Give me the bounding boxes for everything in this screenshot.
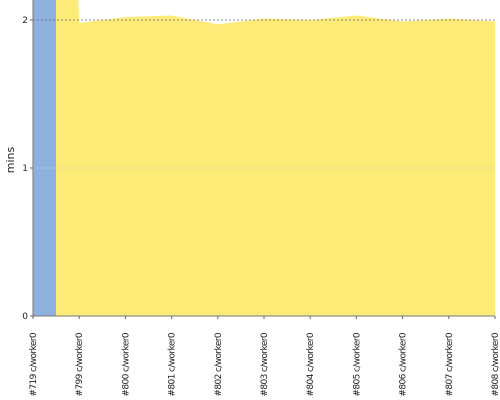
y-tick-label: 1 [22, 164, 28, 174]
area [56, 0, 495, 316]
y-tick-label: 2 [22, 16, 28, 26]
x-tick-label: #801 c/worker0 [168, 332, 178, 396]
area [33, 0, 57, 316]
x-tick-label: #804 c/worker0 [306, 332, 316, 396]
x-tick-label: #807 c/worker0 [445, 332, 455, 396]
x-tick-label: #805 c/worker0 [352, 332, 362, 396]
y-axis-label: mins [4, 146, 17, 173]
x-tick-label: #719 c/worker0 [29, 332, 39, 396]
x-tick-label: #808 c/worker0 [491, 332, 500, 396]
x-tick-label: #800 c/worker0 [121, 332, 131, 396]
x-tick-label: #803 c/worker0 [260, 332, 270, 396]
x-tick-label: #806 c/worker0 [399, 332, 409, 396]
y-tick-label: 0 [22, 312, 28, 322]
plot-area [33, 0, 495, 316]
x-tick-label: #802 c/worker0 [214, 332, 224, 396]
x-tick-label: #799 c/worker0 [75, 332, 85, 396]
